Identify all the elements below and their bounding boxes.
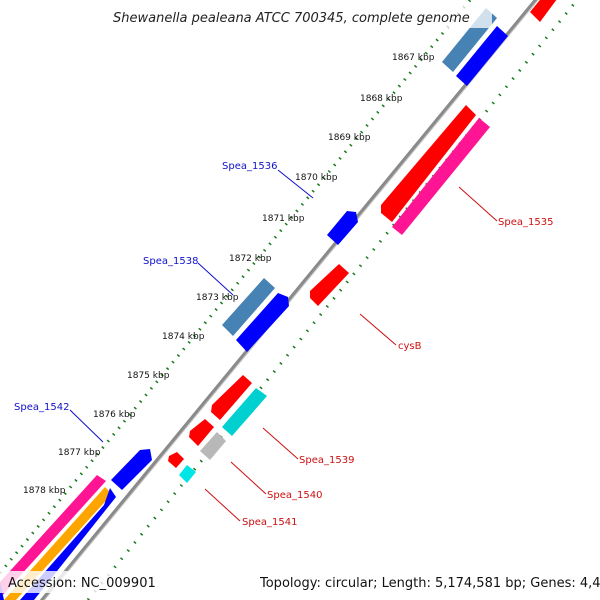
title-backdrop — [108, 6, 492, 28]
footer-backdrop — [0, 571, 600, 593]
tick-label: 1874 kbp — [162, 332, 205, 342]
gene-feature[interactable] — [222, 278, 275, 336]
gene-feature[interactable] — [456, 26, 508, 86]
outer-tick-track — [0, 0, 472, 574]
gene-feature[interactable] — [327, 211, 358, 245]
tick-label: 1868 kbp — [360, 94, 403, 104]
tick-labels: 1867 kbp 1868 kbp 1869 kbp 1870 kbp 1871… — [23, 53, 435, 496]
genome-summary-text: Topology: circular; Length: 5,174,581 bp… — [259, 576, 600, 591]
gene-labels: Spea_1536 Spea_1538 Spea_1542 Spea_1535 … — [14, 161, 553, 528]
tick-label: 1869 kbp — [328, 133, 371, 143]
gene-feature[interactable] — [530, 0, 560, 22]
gene-feature[interactable] — [179, 465, 196, 483]
gene-label-spea-1538[interactable]: Spea_1538 — [143, 256, 198, 267]
gene-feature[interactable] — [381, 105, 476, 222]
gene-label-spea-1540[interactable]: Spea_1540 — [267, 490, 322, 501]
gene-feature[interactable] — [20, 488, 116, 600]
reverse-features — [168, 0, 560, 483]
gene-feature[interactable] — [392, 118, 490, 235]
tick-label: 1877 kbp — [58, 448, 101, 458]
gene-label-spea-1542[interactable]: Spea_1542 — [14, 402, 69, 413]
gene-feature[interactable] — [168, 452, 184, 468]
gene-feature[interactable] — [189, 419, 214, 446]
tick-label: 1870 kbp — [295, 173, 338, 183]
tick-label: 1872 kbp — [229, 254, 272, 264]
gene-label-spea-1535[interactable]: Spea_1535 — [498, 217, 553, 228]
gene-label-spea-1536[interactable]: Spea_1536 — [222, 161, 277, 172]
tick-label: 1876 kbp — [93, 410, 136, 420]
gene-feature[interactable] — [111, 449, 152, 490]
tick-label: 1867 kbp — [392, 53, 435, 63]
gene-feature[interactable] — [0, 475, 106, 598]
inner-tick-track — [86, 0, 580, 600]
gene-label-spea-1541[interactable]: Spea_1541 — [242, 517, 297, 528]
tick-label: 1871 kbp — [262, 214, 305, 224]
gene-feature[interactable] — [200, 432, 226, 460]
tick-label: 1878 kbp — [23, 486, 66, 496]
tick-label: 1873 kbp — [196, 293, 239, 303]
tick-label: 1875 kbp — [127, 371, 170, 381]
gene-feature[interactable] — [211, 375, 252, 420]
gene-feature[interactable] — [310, 264, 349, 306]
accession-text: Accession: NC_009901 — [8, 576, 156, 591]
gene-label-cysb[interactable]: cysB — [398, 341, 422, 352]
gene-feature[interactable] — [236, 293, 289, 352]
gene-label-spea-1539[interactable]: Spea_1539 — [299, 455, 354, 466]
forward-features — [0, 8, 508, 600]
gene-feature[interactable] — [222, 388, 267, 436]
label-connectors — [69, 169, 498, 522]
map-title: Shewanella pealeana ATCC 700345, complet… — [113, 11, 470, 26]
